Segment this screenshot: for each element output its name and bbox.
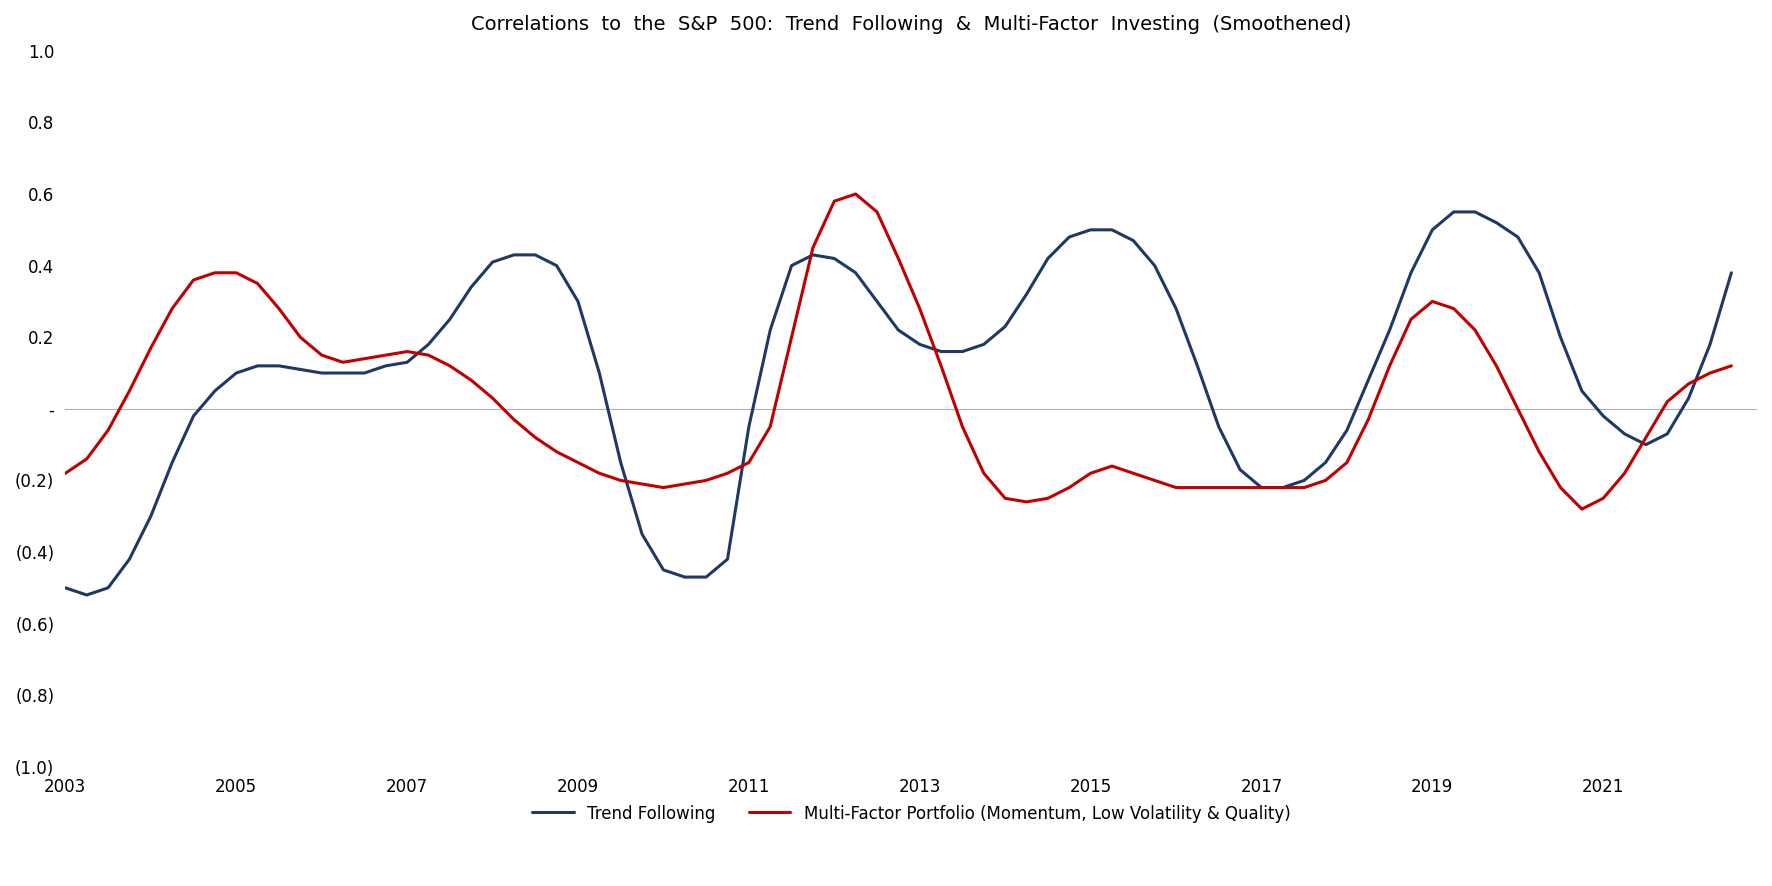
Multi-Factor Portfolio (Momentum, Low Volatility & Quality) xyxy=(739,457,760,468)
Trend Following xyxy=(760,325,781,336)
Multi-Factor Portfolio (Momentum, Low Volatility & Quality) xyxy=(461,375,482,385)
Multi-Factor Portfolio (Momentum, Low Volatility & Quality) xyxy=(845,189,867,199)
Multi-Factor Portfolio (Momentum, Low Volatility & Quality) xyxy=(503,415,525,425)
Trend Following xyxy=(482,257,503,268)
Trend Following xyxy=(525,250,546,260)
Trend Following xyxy=(55,582,76,593)
Multi-Factor Portfolio (Momentum, Low Volatility & Quality) xyxy=(55,468,76,478)
Multi-Factor Portfolio (Momentum, Low Volatility & Quality) xyxy=(1721,361,1742,371)
Multi-Factor Portfolio (Momentum, Low Volatility & Quality) xyxy=(1294,482,1315,493)
Trend Following xyxy=(1294,475,1315,486)
Line: Multi-Factor Portfolio (Momentum, Low Volatility & Quality): Multi-Factor Portfolio (Momentum, Low Vo… xyxy=(66,194,1731,509)
Trend Following xyxy=(1037,253,1058,264)
Legend: Trend Following, Multi-Factor Portfolio (Momentum, Low Volatility & Quality): Trend Following, Multi-Factor Portfolio … xyxy=(525,798,1297,830)
Trend Following xyxy=(76,590,97,601)
Multi-Factor Portfolio (Momentum, Low Volatility & Quality) xyxy=(718,468,739,478)
Multi-Factor Portfolio (Momentum, Low Volatility & Quality) xyxy=(1037,493,1058,503)
Line: Trend Following: Trend Following xyxy=(66,212,1731,595)
Multi-Factor Portfolio (Momentum, Low Volatility & Quality) xyxy=(1572,504,1593,515)
Title: Correlations  to  the  S&P  500:  Trend  Following  &  Multi-Factor  Investing  : Correlations to the S&P 500: Trend Follo… xyxy=(471,15,1352,34)
Trend Following xyxy=(1442,206,1464,217)
Trend Following xyxy=(739,422,760,432)
Trend Following xyxy=(1721,268,1742,278)
